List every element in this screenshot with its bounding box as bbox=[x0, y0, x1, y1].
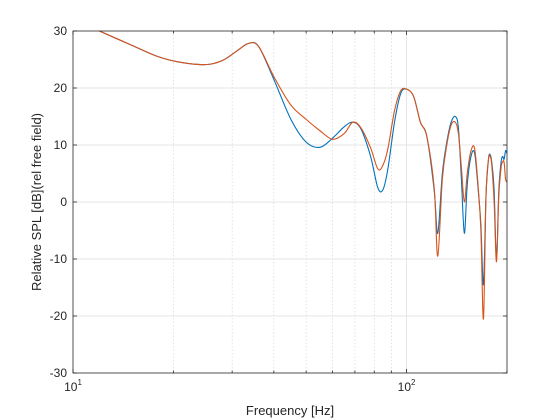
x-axis-label: Frequency [Hz] bbox=[246, 403, 334, 418]
x-tick-label: 102 bbox=[398, 378, 416, 394]
series-line-2 bbox=[99, 30, 508, 320]
x-tick-labels: 101 102 bbox=[64, 378, 416, 394]
y-tick-label: -10 bbox=[50, 252, 68, 266]
y-tick-label: 10 bbox=[54, 138, 68, 152]
y-axis-label: Relative SPL [dB](rel free field) bbox=[29, 113, 44, 291]
y-tick-label: -30 bbox=[50, 366, 68, 380]
y-tick-label: 20 bbox=[54, 81, 68, 95]
series-layer bbox=[99, 30, 508, 320]
x-tick-label: 101 bbox=[64, 378, 82, 394]
grid bbox=[73, 31, 507, 373]
y-tick-label: 30 bbox=[54, 24, 68, 38]
y-tick-label: 0 bbox=[60, 195, 67, 209]
y-tick-labels: -30 -20 -10 0 10 20 30 bbox=[50, 24, 68, 380]
y-tick-label: -20 bbox=[50, 309, 68, 323]
tick-marks bbox=[72, 30, 508, 374]
